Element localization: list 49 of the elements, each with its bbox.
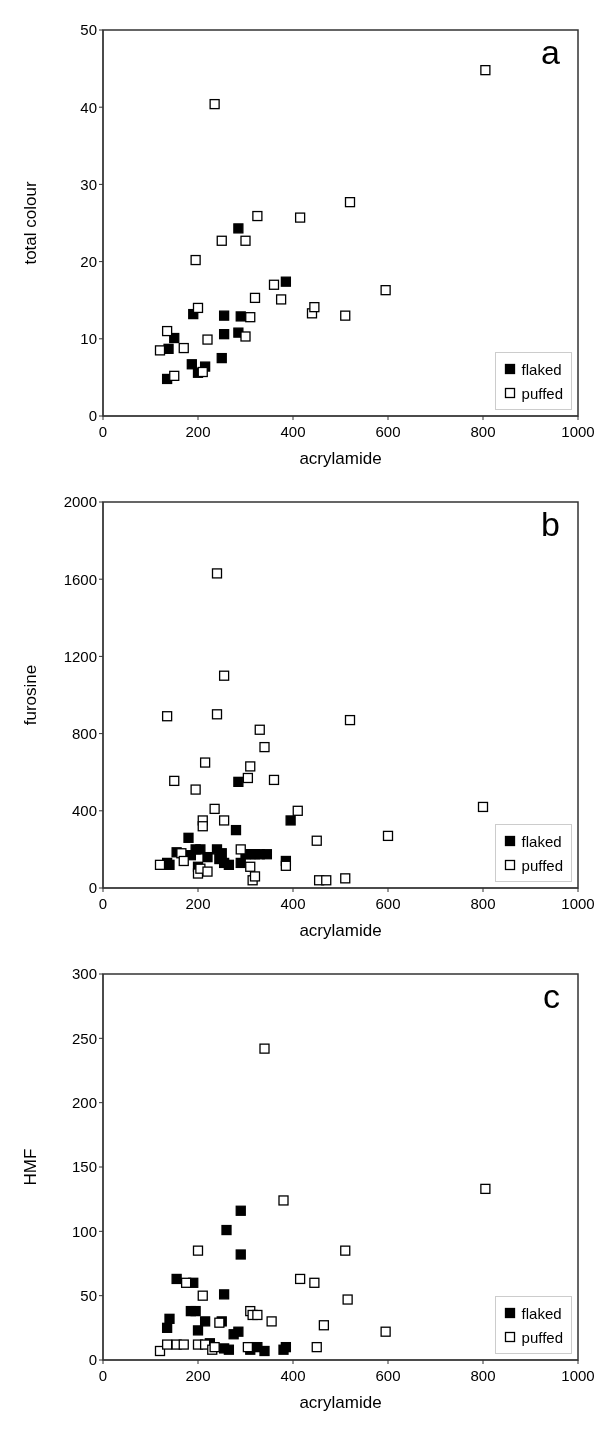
x-tick-label: 600: [375, 894, 401, 912]
y-tick-label: 250: [71, 1029, 97, 1047]
y-tick-label: 20: [80, 252, 97, 270]
legend-label: puffed: [521, 384, 563, 402]
y-tick-label: 2000: [63, 493, 97, 511]
x-tick-label: 800: [470, 1366, 496, 1384]
chart-title: a: [541, 32, 560, 72]
chart-title: b: [541, 504, 560, 544]
y-tick-label: 800: [71, 724, 97, 742]
x-axis-title: acrylamide: [299, 921, 382, 940]
x-tick-label: 200: [185, 1366, 211, 1384]
y-axis-title: furosine: [21, 664, 41, 726]
x-axis-title: acrylamide: [299, 1393, 382, 1412]
x-tick-label: 600: [375, 422, 401, 440]
y-tick-label: 0: [88, 879, 97, 897]
x-tick-label: 1000: [561, 894, 595, 912]
x-tick-label: 200: [185, 894, 211, 912]
legend-label: flaked: [521, 832, 562, 850]
x-tick-label: 200: [185, 422, 211, 440]
y-tick-label: 150: [71, 1158, 97, 1176]
x-tick-label: 400: [280, 422, 306, 440]
y-tick-label: 0: [88, 1351, 97, 1369]
legend-label: flaked: [521, 1304, 562, 1322]
chart-title: c: [543, 976, 560, 1016]
y-tick-label: 10: [80, 330, 97, 348]
y-tick-label: 1200: [63, 647, 97, 665]
y-axis-title: total colour: [21, 181, 41, 265]
y-tick-label: 400: [71, 802, 97, 820]
y-tick-label: 200: [71, 1093, 97, 1111]
x-tick-label: 1000: [561, 422, 595, 440]
legend-label: puffed: [521, 856, 563, 874]
y-tick-label: 50: [80, 21, 97, 39]
y-axis-title: HMF: [21, 1148, 41, 1186]
y-tick-label: 0: [88, 407, 97, 425]
x-tick-label: 1000: [561, 1366, 595, 1384]
x-tick-label: 800: [470, 422, 496, 440]
y-tick-label: 40: [80, 98, 97, 116]
legend-label: puffed: [521, 1328, 563, 1346]
y-tick-label: 300: [71, 965, 97, 983]
y-tick-label: 50: [80, 1286, 97, 1304]
legend-label: flaked: [521, 360, 562, 378]
y-tick-label: 100: [71, 1222, 97, 1240]
x-tick-label: 400: [280, 1366, 306, 1384]
y-tick-label: 30: [80, 175, 97, 193]
x-axis-title: acrylamide: [299, 449, 382, 468]
x-tick-label: 800: [470, 894, 496, 912]
y-tick-label: 1600: [63, 570, 97, 588]
x-tick-label: 600: [375, 1366, 401, 1384]
x-tick-label: 400: [280, 894, 306, 912]
